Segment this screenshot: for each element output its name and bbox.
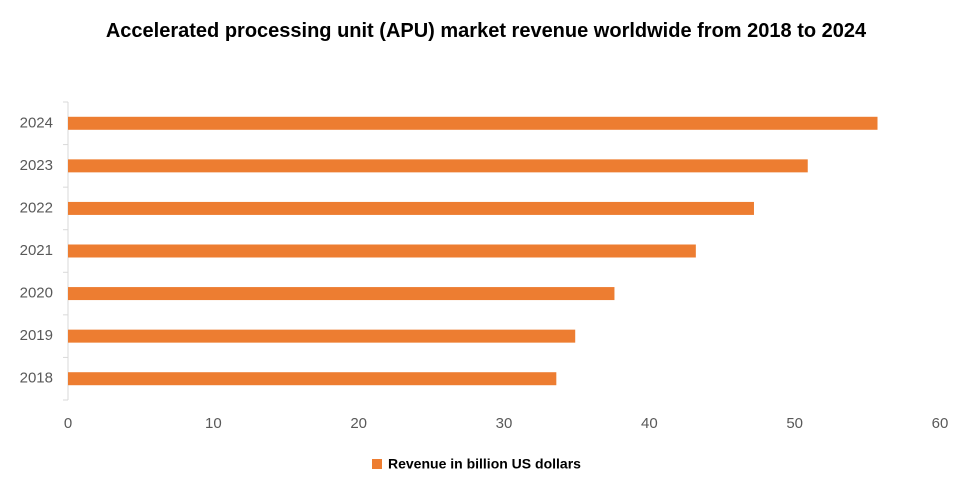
y-tick-label: 2021 xyxy=(20,242,53,259)
legend-label: Revenue in billion US dollars xyxy=(388,456,581,472)
x-tick-label: 30 xyxy=(496,415,513,432)
x-tick-label: 10 xyxy=(205,415,222,432)
bar xyxy=(68,287,615,301)
x-tick-label: 20 xyxy=(350,415,367,432)
chart-title: Accelerated processing unit (APU) market… xyxy=(105,20,867,42)
x-tick-label: 40 xyxy=(641,415,658,432)
y-tick-label: 2023 xyxy=(20,157,53,174)
y-tick-label: 2024 xyxy=(20,114,53,131)
bar xyxy=(68,201,754,215)
bar xyxy=(68,159,808,173)
bar xyxy=(68,244,696,258)
legend-swatch xyxy=(372,459,382,469)
x-tick-label: 0 xyxy=(64,415,72,432)
y-tick-label: 2019 xyxy=(20,327,53,344)
y-tick-label: 2018 xyxy=(20,370,53,387)
y-tick-label: 2020 xyxy=(20,285,53,302)
x-tick-label: 60 xyxy=(932,415,949,432)
bar xyxy=(68,116,878,130)
bar xyxy=(68,329,576,343)
bar xyxy=(68,372,557,386)
x-tick-label: 50 xyxy=(786,415,803,432)
y-tick-label: 2022 xyxy=(20,199,53,216)
